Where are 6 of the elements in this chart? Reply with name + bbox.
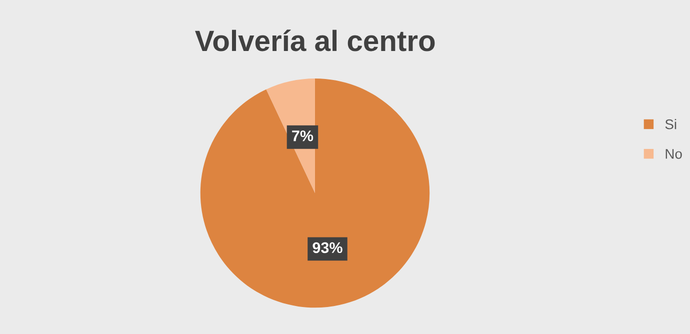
data-label: 7% xyxy=(292,130,314,142)
data-label: 93% xyxy=(312,242,342,254)
pie-slice xyxy=(200,78,430,308)
legend-label: No xyxy=(666,149,682,159)
chart-title: Volvería al centro xyxy=(195,30,435,52)
legend-label: Si xyxy=(665,119,676,130)
